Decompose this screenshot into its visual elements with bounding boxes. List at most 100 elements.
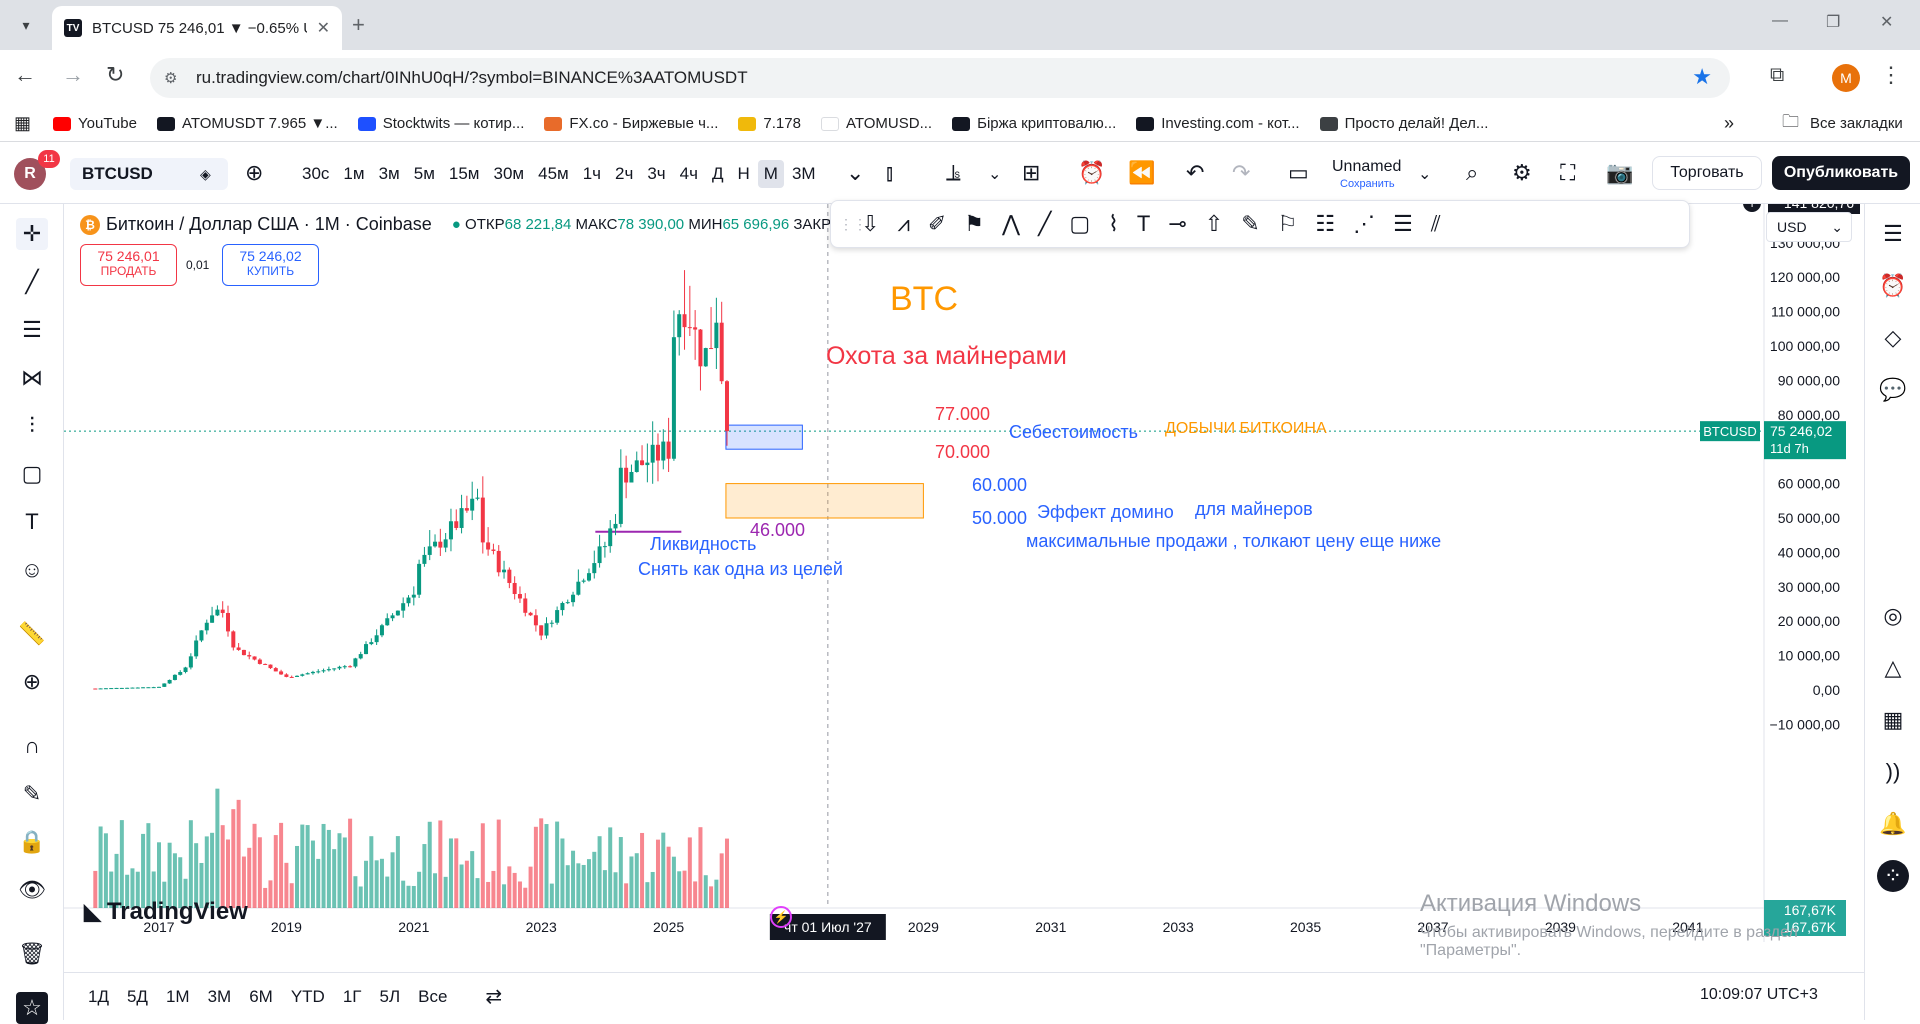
candle-body[interactable] [533,615,538,626]
lock-icon[interactable]: 🔒 [18,829,46,854]
candle-body[interactable] [422,554,427,564]
layers-icon[interactable]: ◇ [1884,325,1902,350]
candle-body[interactable] [597,546,602,564]
annotation-50000[interactable]: 50.000 [972,508,1028,528]
horizontal-ray-icon[interactable]: ⊸ [1168,211,1187,236]
range-item[interactable]: 5Л [379,986,401,1006]
candle-body[interactable] [417,563,422,595]
date-range-icon[interactable]: ⇄ [485,986,503,1008]
trend-line-icon[interactable]: ╱ [25,269,39,294]
new-tab-icon[interactable]: + [352,12,365,37]
candle-body[interactable] [687,327,692,329]
annotation-hunt[interactable]: Охота за майнерами [826,342,1067,370]
add-alert-plus-icon[interactable] [1743,204,1761,212]
bookmark-item[interactable]: YouTube [53,115,137,132]
candle-body[interactable] [210,615,215,623]
layout-name[interactable]: Unnamed [1332,158,1402,175]
candle-body[interactable] [549,622,554,624]
candle-body[interactable] [634,460,639,472]
annotation-cost[interactable]: Себестоимость [1009,422,1139,442]
range-item[interactable]: 3М [207,986,232,1006]
text-tool-icon[interactable]: T [25,509,39,534]
range-item[interactable]: YTD [290,986,325,1006]
candle-body[interactable] [199,630,204,641]
replay-icon[interactable]: ⏪ [1128,160,1156,185]
candle-body[interactable] [395,610,400,616]
candle-body[interactable] [236,647,241,650]
candle-body[interactable] [162,683,167,687]
candle-body[interactable] [433,541,438,547]
candle-body[interactable] [109,688,114,690]
bookmark-item[interactable]: Investing.com - кот... [1136,115,1300,132]
candle-body[interactable] [719,322,724,382]
redo-icon[interactable]: ↷ [1232,160,1251,185]
ideas-icon[interactable]: △ [1884,655,1902,680]
candle-body[interactable] [624,467,629,483]
url-input[interactable]: ⚙ ru.tradingview.com/chart/0INhU0qH/?sym… [150,58,1730,98]
back-icon[interactable]: ← [14,62,36,87]
candle-body[interactable] [257,659,262,664]
templates-icon[interactable]: ⊞ [1022,160,1041,185]
browser-menu-icon[interactable]: ⋮ [1880,62,1902,87]
restore-icon[interactable]: ❐ [1826,14,1841,31]
calendar-icon[interactable]: ▦ [1882,707,1904,732]
forward-icon[interactable]: → [62,62,84,87]
candle-body[interactable] [671,337,676,459]
candle-body[interactable] [231,631,236,648]
candle-body[interactable] [480,497,485,543]
brush-icon[interactable]: ✐ [927,211,947,236]
sell-button[interactable]: 75 246,01 ПРОДАТЬ [80,244,177,286]
symbol-settings-icon[interactable]: ◈ [200,166,211,182]
candles-icon[interactable]: ⫾ [886,160,894,185]
annotation-domino[interactable]: Эффект домино [1037,502,1174,522]
range-item[interactable]: Все [418,986,448,1006]
candle-body[interactable] [491,549,496,551]
extensions-icon[interactable]: ⧉ [1770,64,1785,86]
chart-area[interactable]: 130 000,00 120 000,00 110 000,00 100 000,00… [64,204,1864,942]
interval-item[interactable]: 45м [538,164,569,183]
emoji-icon[interactable]: ☺ [20,557,44,582]
path-tool-icon[interactable]: ⌇ [1108,211,1119,236]
candle-body[interactable] [459,508,464,528]
annotation-target[interactable]: Снять как одна из целей [638,559,843,579]
candle-body[interactable] [93,688,98,690]
candle-body[interactable] [263,663,268,665]
candle-body[interactable] [119,687,124,689]
candle-body[interactable] [157,686,161,688]
candle-body[interactable] [130,687,135,689]
wxyz-wave-icon[interactable]: ⋀ [1002,211,1021,236]
candle-body[interactable] [215,609,220,616]
candle-body[interactable] [204,622,209,631]
candle-body[interactable] [640,460,645,466]
annotation-sales[interactable]: максимальные продажи , толкают цену еще … [1026,531,1442,551]
annotation-60000[interactable]: 60.000 [972,475,1028,495]
candle-body[interactable] [698,329,703,367]
interval-item[interactable]: 30с [302,164,330,183]
candle-body[interactable] [677,314,682,338]
candle-body[interactable] [241,649,246,656]
fib-retracement-icon[interactable]: ☷ [1315,211,1336,236]
candle-body[interactable] [406,597,411,604]
trash-icon[interactable]: 🗑 [18,941,46,966]
candle-body[interactable] [703,348,708,367]
candle-body[interactable] [273,668,278,672]
candle-body[interactable] [358,654,363,659]
candle-body[interactable] [401,603,406,611]
arrow-down-icon[interactable]: ⇩ [861,211,880,236]
interval-item[interactable]: Н [737,164,750,183]
candle-body[interactable] [188,656,193,668]
bookmark-item[interactable]: 7.178 [738,115,801,132]
settings-gear-icon[interactable]: ⚙ [1512,160,1532,185]
favorites-star-icon[interactable]: ☆ [16,992,48,1024]
rectangle-tool-icon[interactable]: ▢ [1069,211,1091,236]
interval-item[interactable]: 3М [791,164,816,183]
bookmark-item[interactable]: Stocktwits — котир... [357,115,524,132]
candle-body[interactable] [475,497,480,499]
range-item[interactable]: 1Д [88,986,109,1006]
bookmark-item[interactable]: Біржа криптовалю... [952,115,1116,132]
candle-body[interactable] [576,581,581,595]
candle-body[interactable] [666,441,671,459]
range-item[interactable]: 5Д [126,986,148,1006]
candle-body[interactable] [364,644,369,655]
watchlist-icon[interactable]: ☰ [1883,221,1903,246]
